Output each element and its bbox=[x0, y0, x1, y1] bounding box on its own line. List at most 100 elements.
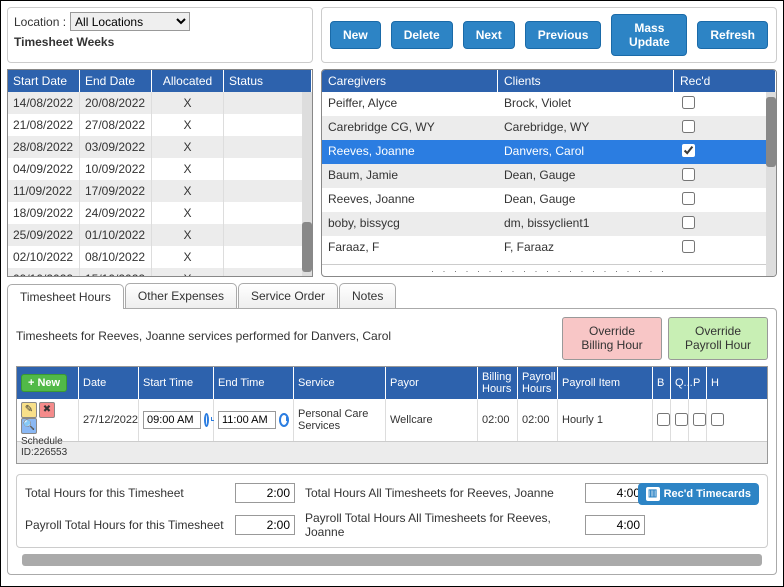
tab-timesheet-hours[interactable]: Timesheet Hours bbox=[7, 284, 124, 309]
tab-other-expenses[interactable]: Other Expenses bbox=[125, 283, 237, 308]
caregiver-row[interactable]: Faraaz, FF, Faraaz bbox=[322, 236, 776, 260]
week-row[interactable]: 11/09/202217/09/2022X bbox=[8, 180, 312, 202]
recd-checkbox[interactable] bbox=[682, 240, 695, 253]
entry-payor: Wellcare bbox=[386, 399, 478, 441]
tab-service-order[interactable]: Service Order bbox=[238, 283, 338, 308]
new-button[interactable]: New bbox=[330, 21, 381, 49]
override-payroll-button[interactable]: Override Payroll Hour bbox=[668, 317, 768, 360]
schedule-id: Schedule ID:226553 bbox=[21, 436, 74, 458]
next-button[interactable]: Next bbox=[463, 21, 515, 49]
start-time-input[interactable] bbox=[143, 411, 201, 429]
chk-b[interactable] bbox=[657, 413, 670, 426]
chk-h[interactable] bbox=[711, 413, 724, 426]
delete-icon[interactable]: ✖ bbox=[39, 402, 55, 418]
week-row[interactable]: 02/10/202208/10/2022X bbox=[8, 246, 312, 268]
week-row[interactable]: 28/08/202203/09/2022X bbox=[8, 136, 312, 158]
week-row[interactable]: 18/09/202224/09/2022X bbox=[8, 202, 312, 224]
view-icon[interactable]: 🔍 bbox=[21, 418, 37, 434]
caregiver-row[interactable]: boby, bissycgdm, bissyclient1 bbox=[322, 212, 776, 236]
cg-header: Caregivers Clients Rec'd bbox=[322, 70, 776, 92]
tabs: Timesheet Hours Other Expenses Service O… bbox=[7, 283, 777, 308]
location-select[interactable]: All Locations bbox=[70, 12, 190, 31]
weeks-grid: Start Date End Date Allocated Status 14/… bbox=[7, 69, 313, 277]
col-q[interactable]: Q... bbox=[671, 367, 689, 399]
payroll-hours-this-label: Payroll Total Hours for this Timesheet bbox=[25, 518, 225, 532]
tab-notes[interactable]: Notes bbox=[339, 283, 396, 308]
end-time-input[interactable] bbox=[218, 411, 276, 429]
timesheet-weeks-label: Timesheet Weeks bbox=[14, 35, 306, 49]
total-hours-this-value[interactable] bbox=[235, 483, 295, 503]
location-panel: Location : All Locations Timesheet Weeks bbox=[7, 7, 313, 63]
horizontal-scrollbar[interactable] bbox=[22, 554, 762, 566]
caregiver-row[interactable]: Carebridge CG, WYCarebridge, WY bbox=[322, 116, 776, 140]
week-row[interactable]: 21/08/202227/08/2022X bbox=[8, 114, 312, 136]
col-end-date[interactable]: End Date bbox=[80, 70, 152, 92]
col-recd[interactable]: Rec'd bbox=[674, 70, 776, 92]
week-row[interactable]: 14/08/202220/08/2022X bbox=[8, 92, 312, 114]
col-start-time[interactable]: Start Time bbox=[139, 367, 214, 399]
entry-service: Personal Care Services bbox=[294, 399, 386, 441]
entry-pi: Hourly 1 bbox=[558, 399, 653, 441]
col-payroll-hours[interactable]: Payroll Hours bbox=[518, 367, 558, 399]
cg-scroll-hint: · · · · · · · · · · · · · · · · · · · · … bbox=[322, 264, 776, 277]
col-date[interactable]: Date bbox=[79, 367, 139, 399]
col-b[interactable]: B bbox=[653, 367, 671, 399]
total-hours-all-label: Total Hours All Timesheets for Reeves, J… bbox=[305, 486, 575, 500]
week-row[interactable]: 04/09/202210/09/2022X bbox=[8, 158, 312, 180]
col-clients[interactable]: Clients bbox=[498, 70, 674, 92]
clock-icon[interactable] bbox=[204, 413, 209, 427]
payroll-hours-this-value[interactable] bbox=[235, 515, 295, 535]
col-allocated[interactable]: Allocated bbox=[152, 70, 224, 92]
cg-scrollbar[interactable] bbox=[766, 92, 776, 276]
clock-icon[interactable] bbox=[279, 413, 289, 427]
recd-checkbox[interactable] bbox=[682, 144, 695, 157]
col-payroll-item[interactable]: Payroll Item bbox=[558, 367, 653, 399]
recd-checkbox[interactable] bbox=[682, 216, 695, 229]
col-status[interactable]: Status bbox=[224, 70, 312, 92]
totals-panel: ▥Rec'd Timecards Total Hours for this Ti… bbox=[16, 474, 768, 548]
entry-new-button[interactable]: + New bbox=[21, 374, 67, 392]
entry-grid: + New Date Start Time End Time Service P… bbox=[16, 366, 768, 464]
caregiver-row[interactable]: Reeves, JoanneDean, Gauge bbox=[322, 188, 776, 212]
caregivers-grid: Caregivers Clients Rec'd Peiffer, AlyceB… bbox=[321, 69, 777, 277]
previous-button[interactable]: Previous bbox=[525, 21, 602, 49]
week-row[interactable]: 09/10/202215/10/2022X bbox=[8, 268, 312, 277]
col-service[interactable]: Service bbox=[294, 367, 386, 399]
entry-header: + New Date Start Time End Time Service P… bbox=[17, 367, 767, 399]
bar-chart-icon: ▥ bbox=[646, 487, 660, 501]
col-p[interactable]: P bbox=[689, 367, 707, 399]
recd-checkbox[interactable] bbox=[682, 120, 695, 133]
action-buttons-panel: New Delete Next Previous Mass Update Ref… bbox=[321, 7, 777, 63]
delete-button[interactable]: Delete bbox=[391, 21, 453, 49]
payroll-hours-all-value[interactable] bbox=[585, 515, 645, 535]
week-row[interactable]: 25/09/202201/10/2022X bbox=[8, 224, 312, 246]
weeks-scrollbar[interactable] bbox=[302, 92, 312, 276]
total-hours-this-label: Total Hours for this Timesheet bbox=[25, 486, 225, 500]
recd-checkbox[interactable] bbox=[682, 192, 695, 205]
recd-timecards-button[interactable]: ▥Rec'd Timecards bbox=[638, 483, 759, 505]
entry-spacer bbox=[17, 441, 767, 463]
col-end-time[interactable]: End Time bbox=[214, 367, 294, 399]
recd-checkbox[interactable] bbox=[682, 168, 695, 181]
location-label: Location : bbox=[14, 15, 66, 29]
chk-q[interactable] bbox=[675, 413, 688, 426]
override-billing-button[interactable]: Override Billing Hour bbox=[562, 317, 662, 360]
entry-date: 27/12/2022 bbox=[79, 399, 139, 441]
col-h[interactable]: H bbox=[707, 367, 725, 399]
caregiver-row[interactable]: Reeves, JoanneDanvers, Carol bbox=[322, 140, 776, 164]
timesheets-for-label: Timesheets for Reeves, Joanne services p… bbox=[16, 317, 391, 343]
recd-checkbox[interactable] bbox=[682, 96, 695, 109]
caregiver-row[interactable]: Baum, JamieDean, Gauge bbox=[322, 164, 776, 188]
col-payor[interactable]: Payor bbox=[386, 367, 478, 399]
edit-icon[interactable]: ✎ bbox=[21, 402, 37, 418]
col-billing-hours[interactable]: Billing Hours bbox=[478, 367, 518, 399]
col-caregivers[interactable]: Caregivers bbox=[322, 70, 498, 92]
tab-content: Timesheets for Reeves, Joanne services p… bbox=[7, 308, 777, 575]
chk-p[interactable] bbox=[693, 413, 706, 426]
refresh-button[interactable]: Refresh bbox=[697, 21, 768, 49]
total-hours-all-value[interactable] bbox=[585, 483, 645, 503]
col-start-date[interactable]: Start Date bbox=[8, 70, 80, 92]
caregiver-row[interactable]: Peiffer, AlyceBrock, Violet bbox=[322, 92, 776, 116]
entry-row[interactable]: ✎✖🔍 Schedule ID:226553 27/12/2022 Person… bbox=[17, 399, 767, 441]
mass-update-button[interactable]: Mass Update bbox=[611, 14, 687, 56]
